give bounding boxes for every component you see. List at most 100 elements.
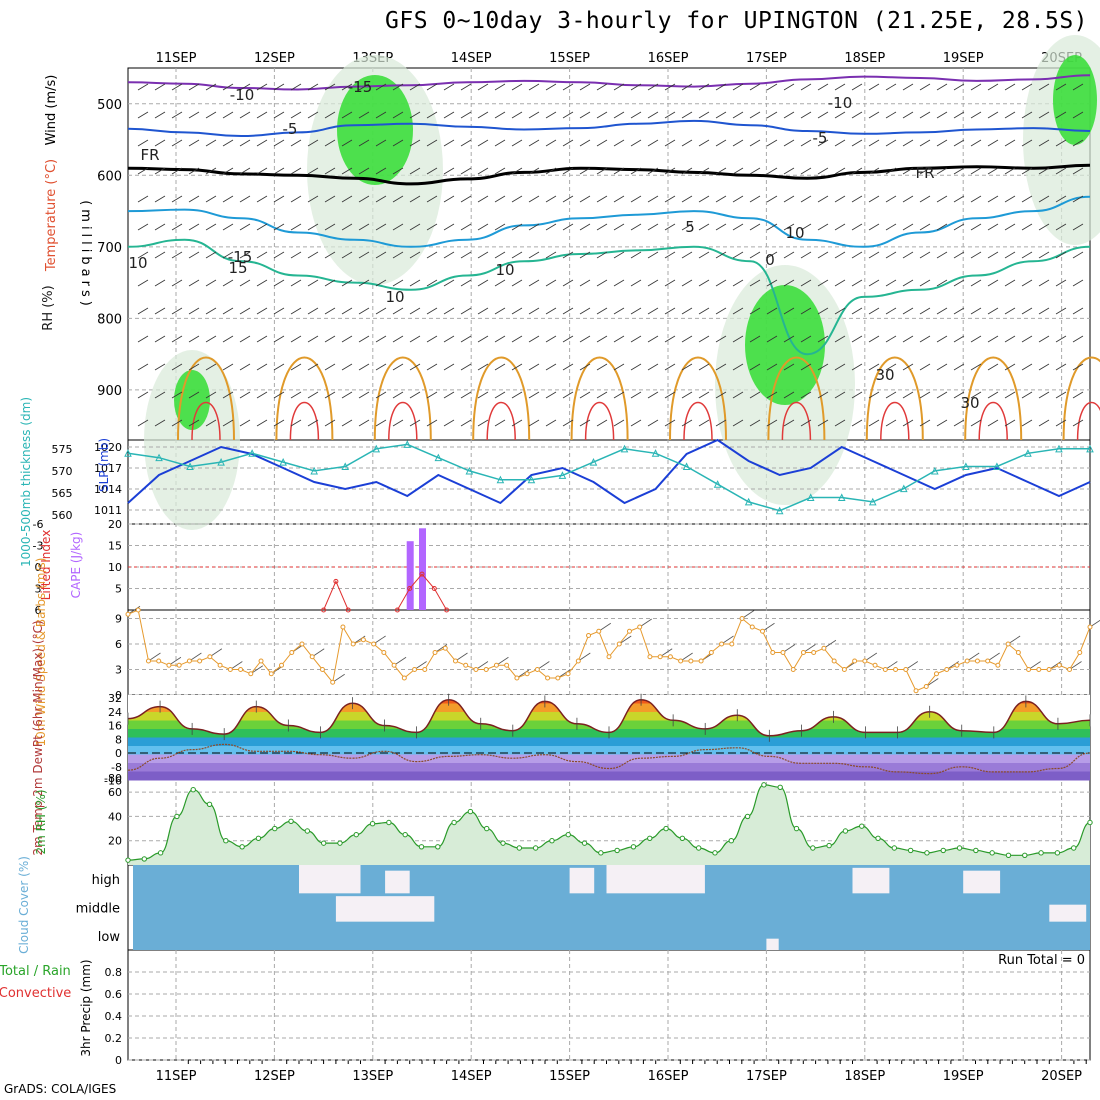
wind-barb bbox=[205, 335, 217, 343]
wind-speed-marker bbox=[1087, 624, 1093, 630]
wind-barb bbox=[494, 223, 506, 231]
wind-barb bbox=[460, 167, 472, 175]
wind-barb bbox=[477, 83, 489, 91]
wind-barb bbox=[783, 111, 795, 119]
top-date-label: 18SEP bbox=[844, 51, 885, 66]
rh-marker bbox=[1005, 852, 1012, 858]
wind-barb bbox=[613, 195, 625, 203]
wind-barb bbox=[188, 83, 200, 91]
wind-barb bbox=[800, 139, 812, 147]
wind-barb bbox=[341, 167, 353, 175]
wind-barb bbox=[902, 335, 914, 343]
wind-barb bbox=[307, 111, 319, 119]
rh-marker bbox=[320, 840, 327, 846]
wind-barb bbox=[528, 391, 540, 399]
wind-barb bbox=[902, 167, 914, 175]
wind-barb bbox=[494, 419, 506, 427]
wind-speed-marker bbox=[545, 675, 551, 681]
wind-barb bbox=[630, 83, 642, 91]
wind-barb bbox=[596, 83, 608, 91]
wind-barb bbox=[800, 111, 812, 119]
wind-barb bbox=[188, 363, 200, 371]
wind-barb bbox=[630, 111, 642, 119]
rh-marker bbox=[842, 828, 849, 834]
wind-barb bbox=[936, 139, 948, 147]
wind-barb bbox=[324, 83, 336, 91]
wind-barb bbox=[1021, 195, 1033, 203]
wind-barb bbox=[579, 83, 591, 91]
wind-barb bbox=[443, 167, 455, 175]
top-date-label: 15SEP bbox=[549, 51, 590, 66]
li-marker bbox=[333, 578, 339, 584]
wind-barb bbox=[188, 111, 200, 119]
wind-barb bbox=[681, 83, 693, 91]
wind-barb bbox=[868, 363, 880, 371]
wind-barb bbox=[545, 335, 557, 343]
wind-barb bbox=[307, 307, 319, 315]
wind-barb bbox=[579, 167, 591, 175]
rh-marker bbox=[581, 840, 588, 846]
wind-barb bbox=[256, 111, 268, 119]
wind-barb bbox=[375, 139, 387, 147]
wind-barb bbox=[970, 391, 982, 399]
wind-barb bbox=[358, 83, 370, 91]
wind-barb bbox=[630, 335, 642, 343]
thickness-marker bbox=[155, 453, 163, 462]
wind-barb bbox=[579, 335, 591, 343]
wind-barb bbox=[1038, 279, 1050, 287]
wind-barb bbox=[953, 251, 965, 259]
wind-barb bbox=[953, 363, 965, 371]
wind-speed-marker bbox=[299, 641, 305, 647]
li-tick-label: 0 bbox=[35, 561, 42, 574]
wind-barb bbox=[528, 279, 540, 287]
wind-barb bbox=[256, 307, 268, 315]
wind-barb bbox=[664, 139, 676, 147]
wind-barb bbox=[749, 391, 761, 399]
wind-barb bbox=[205, 83, 217, 91]
wind-barb bbox=[800, 167, 812, 175]
wind-barb bbox=[698, 307, 710, 315]
wind-barb bbox=[919, 167, 931, 175]
wind-barb bbox=[936, 195, 948, 203]
wind-barb bbox=[766, 279, 778, 287]
wind-barb bbox=[239, 307, 251, 315]
wind-barb bbox=[426, 167, 438, 175]
wind-barb bbox=[477, 419, 489, 427]
wind-barb bbox=[868, 251, 880, 259]
wind-barb bbox=[358, 111, 370, 119]
wind-barb bbox=[749, 111, 761, 119]
wind-barb bbox=[443, 83, 455, 91]
wind-speed-marker bbox=[995, 662, 1001, 668]
thickness-marker bbox=[744, 497, 753, 506]
wind-barb bbox=[970, 363, 982, 371]
rh-marker bbox=[989, 850, 995, 856]
wind-barb bbox=[205, 111, 217, 119]
wind-barb bbox=[953, 111, 965, 119]
wind-barb bbox=[936, 279, 948, 287]
thickness-marker bbox=[248, 449, 256, 457]
wind-barb bbox=[953, 279, 965, 287]
wind-barb bbox=[902, 307, 914, 315]
rh-marker bbox=[141, 856, 148, 862]
wind-barb bbox=[511, 419, 523, 427]
cloud-level-label: low bbox=[98, 930, 121, 945]
rh-marker bbox=[907, 847, 914, 854]
wind-barb bbox=[817, 195, 829, 203]
wind-barb bbox=[171, 419, 183, 427]
rh-shade-high bbox=[337, 75, 413, 185]
wind-speed-marker bbox=[893, 667, 899, 672]
wind-barb bbox=[137, 307, 149, 315]
temp-axis-label: 2m Temp 2m DewPt (6hr Min/Max) (°C) bbox=[31, 620, 45, 855]
wind-barb bbox=[460, 307, 472, 315]
wind-barb bbox=[205, 139, 217, 147]
wind-barb bbox=[154, 307, 166, 315]
wind-barb bbox=[732, 391, 744, 399]
wind-speed-marker bbox=[463, 662, 469, 668]
rh-tick-label: 20 bbox=[108, 835, 122, 848]
wind-barb bbox=[749, 279, 761, 287]
wind-barb bbox=[749, 167, 761, 175]
rh-marker bbox=[532, 845, 539, 851]
wind-speed-marker bbox=[882, 667, 888, 672]
wind-barb bbox=[681, 419, 693, 427]
wind-barb bbox=[239, 111, 251, 119]
